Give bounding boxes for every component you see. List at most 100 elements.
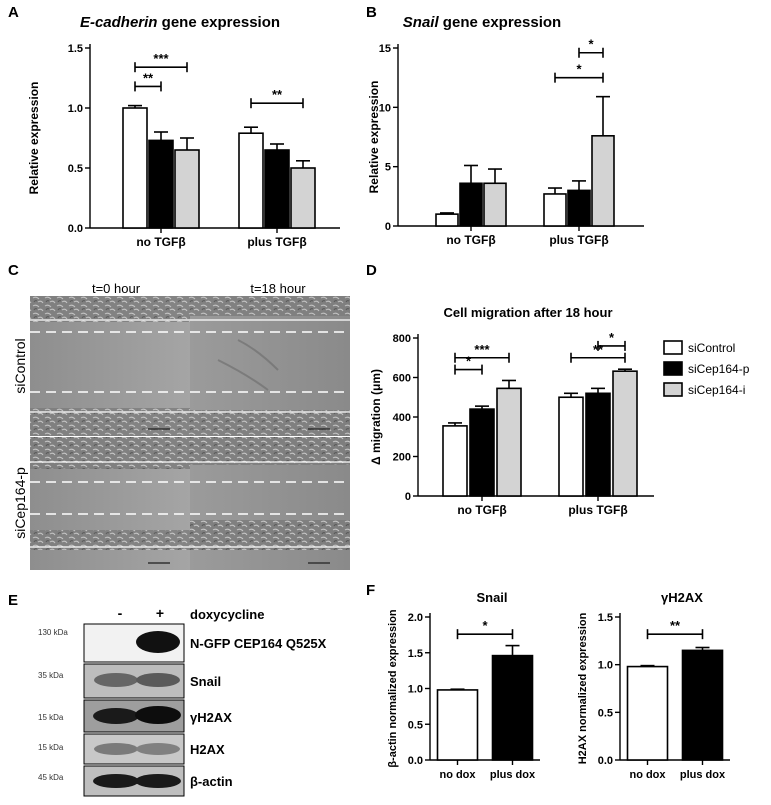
bar (591, 135, 615, 227)
y-axis-label: H2AX normalized expression (577, 612, 589, 764)
legend-label: siCep164-p (688, 362, 750, 376)
bar (148, 139, 174, 229)
legend-swatch (663, 340, 683, 355)
treatment-label: doxycycline (190, 607, 264, 622)
kda-label: 15 kDa (38, 713, 64, 722)
x-tick-label: no TGFβ (446, 233, 495, 247)
chart-title-italic: Snail (403, 14, 440, 31)
y-tick-label: 600 (393, 373, 411, 385)
chart-title: E-cadherin gene expression (80, 14, 280, 31)
legend-swatch (663, 361, 683, 376)
y-tick-label: 0.0 (68, 223, 83, 235)
y-tick-label: 0 (405, 491, 411, 503)
bar (174, 149, 200, 229)
bar (264, 149, 290, 229)
x-tick-label: no dox (629, 769, 666, 781)
blot-strip-bactin (83, 765, 185, 797)
x-tick-label: plus TGFβ (549, 233, 608, 247)
micrograph-sicep164p-t18 (190, 437, 350, 570)
y-tick-label: 200 (393, 452, 411, 464)
row-label-sicontrol: siControl (12, 338, 28, 393)
kda-label: 15 kDa (38, 743, 64, 752)
kda-label: 45 kDa (38, 773, 64, 782)
bar (469, 408, 495, 497)
significance-label: *** (153, 51, 169, 66)
x-tick-label: plus TGFβ (247, 235, 306, 249)
y-tick-label: 5 (385, 162, 391, 174)
band-label: γH2AX (190, 710, 232, 725)
y-tick-label: 1.5 (408, 648, 423, 660)
y-axis-label: β-actin normalized expression (387, 609, 399, 768)
y-axis-label: Relative expression (367, 81, 381, 194)
bar (436, 689, 479, 761)
y-axis-label: Δ migration (μm) (369, 369, 383, 465)
x-tick-label: plus dox (490, 769, 536, 781)
lane-plus-label: + (156, 605, 164, 621)
x-tick-label: no TGFβ (136, 235, 185, 249)
row-label-sicep164p: siCep164-p (12, 467, 28, 539)
legend-label: siControl (688, 341, 735, 355)
y-tick-label: 0.0 (408, 755, 423, 767)
bar (483, 182, 507, 227)
bar (496, 387, 522, 497)
micrograph-sicep164p-t0 (30, 437, 190, 570)
x-tick-label: no dox (439, 769, 476, 781)
micrograph-sicontrol-t18 (190, 296, 350, 436)
panel-letter-a: A (8, 4, 19, 21)
significance-label: ** (272, 87, 283, 102)
western-blot: - + doxycycline 130 kDa 35 kDa 15 kDa 15… (0, 598, 360, 800)
legend-label: siCep164-i (688, 383, 745, 397)
chart-title-italic: E-cadherin (80, 14, 158, 31)
y-tick-label: 15 (379, 43, 391, 55)
bar (612, 370, 638, 497)
y-tick-label: 2.0 (408, 612, 423, 624)
x-tick-label: no TGFβ (457, 503, 506, 517)
col-label-t18: t=18 hour (250, 281, 306, 296)
chart-title: Snail (476, 590, 507, 605)
panel-letter-b: B (366, 4, 377, 21)
legend-swatch (663, 382, 683, 397)
micrograph-sicontrol-t0 (30, 296, 190, 436)
chart-title: Cell migration after 18 hour (443, 305, 612, 320)
bar (122, 107, 148, 229)
chart-title-rest: gene expression (439, 14, 562, 31)
chart-b-snail: Snail gene expression Relative expression… (367, 14, 644, 247)
y-tick-label: 0.5 (408, 719, 423, 731)
panel-letter-d: D (366, 262, 377, 279)
scratch-assay-figure: t=0 hour t=18 hour (8, 280, 350, 570)
y-tick-label: 0.5 (598, 707, 613, 719)
bar (543, 193, 567, 227)
significance-label: ** (593, 342, 604, 357)
lane-minus-label: - (118, 605, 123, 621)
blot-strip-gh2ax (83, 699, 185, 733)
band-label: Snail (190, 674, 221, 689)
blot-strip-snail (83, 663, 185, 699)
panel-letter-c: C (8, 262, 19, 279)
band-label: H2AX (190, 742, 225, 757)
y-tick-label: 0 (385, 221, 391, 233)
significance-label: * (576, 62, 582, 77)
band-label: β-actin (190, 774, 233, 789)
bar (558, 396, 584, 497)
bar (238, 132, 264, 229)
bar (585, 392, 611, 497)
y-tick-label: 1.0 (408, 684, 423, 696)
chart-f-snail: Snail β-actin normalized expression 0.0 0.5… (387, 590, 540, 781)
chart-a-ecadherin: E-cadherin gene expression Relative expre… (27, 14, 340, 249)
x-tick-label: plus dox (680, 769, 726, 781)
significance-label: ** (143, 70, 154, 85)
kda-label: 130 kDa (38, 628, 68, 637)
y-tick-label: 1.5 (68, 43, 83, 55)
significance-label: * (482, 618, 488, 633)
significance-label: * (466, 354, 472, 369)
y-tick-label: 0.0 (598, 755, 613, 767)
y-tick-label: 10 (379, 102, 391, 114)
bar (442, 425, 468, 497)
legend-d: siControl siCep164-p siCep164-i (663, 340, 750, 397)
bar (626, 665, 669, 761)
y-tick-label: 800 (393, 333, 411, 345)
col-label-t0: t=0 hour (92, 281, 141, 296)
bar (681, 649, 724, 761)
chart-d-migration: Cell migration after 18 hour Δ migration … (369, 305, 654, 517)
y-tick-label: 1.5 (598, 612, 613, 624)
